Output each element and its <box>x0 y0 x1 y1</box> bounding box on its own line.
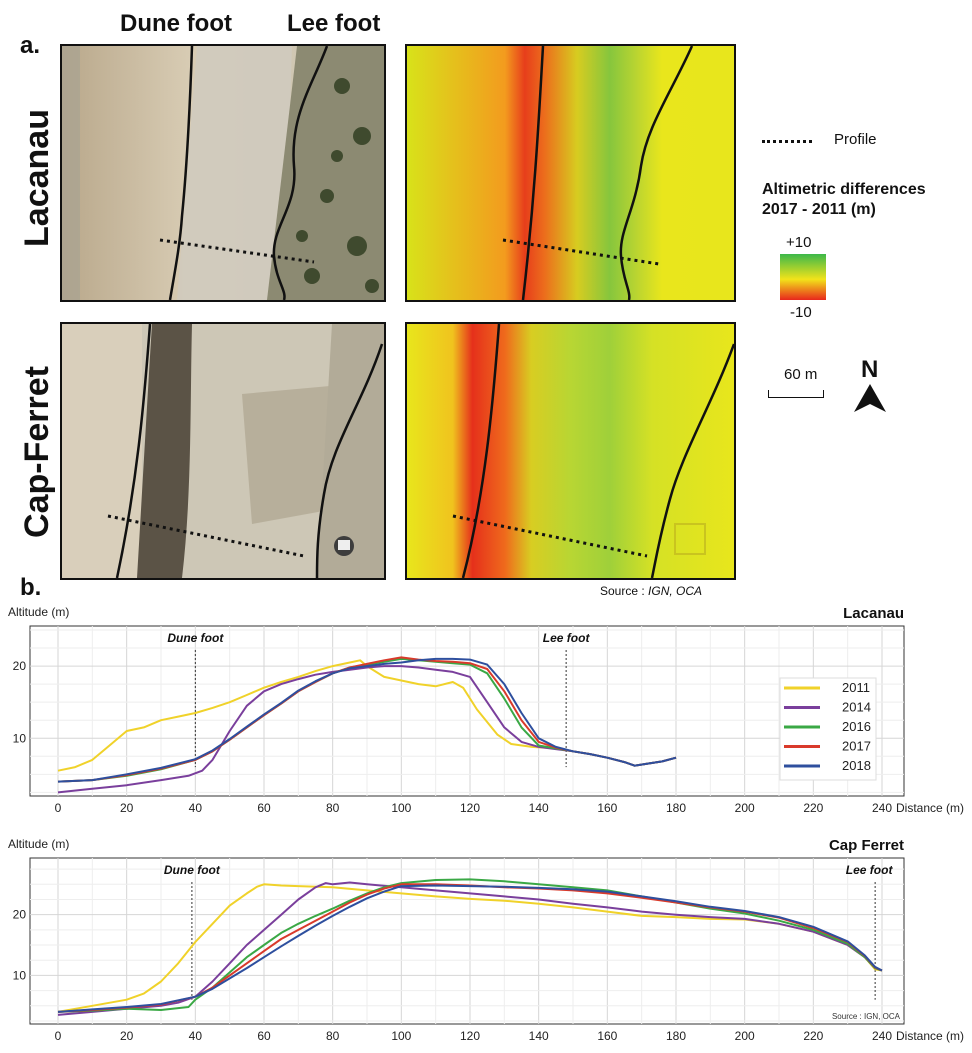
profile-legend-line <box>762 140 812 143</box>
lacanau-x-tick-label: 240 <box>872 801 892 815</box>
cap-ferret-x-tick-label: 100 <box>391 1029 411 1043</box>
cap-ferret-x-tick-label: 20 <box>120 1029 134 1043</box>
lacanau-x-tick-label: 140 <box>529 801 549 815</box>
cap-ferret-y-tick-label: 10 <box>13 968 27 982</box>
column-header-lee-foot: Lee foot <box>287 10 381 37</box>
cap-ferret-y-axis-label: Altitude (m) <box>8 837 69 851</box>
colorbar-title-line2: 2017 - 2011 (m) <box>762 201 876 218</box>
cap-ferret-x-tick-label: 160 <box>597 1029 617 1043</box>
lacanau-legend-label-2014: 2014 <box>842 700 871 715</box>
cap-ferret-annotation-label: Dune foot <box>164 863 221 877</box>
cap-ferret-x-axis-label: Distance (m) <box>896 1029 964 1043</box>
cap-ferret-x-tick-label: 240 <box>872 1029 892 1043</box>
cap-ferret-x-tick-label: 140 <box>529 1029 549 1043</box>
chart-lacanau-svg: 0 20 40 60 80 100 120 140 160 180 200 220 240 10 20 Alt… <box>8 605 964 815</box>
colorbar-title-line1: Altimetric differences <box>762 181 926 198</box>
chart-lacanau: 0 20 40 60 80 100 120 140 160 180 200 220 240 10 20 Alt… <box>0 600 972 822</box>
lacanau-x-tick-label: 180 <box>666 801 686 815</box>
cap-ferret-x-tick-label: 60 <box>257 1029 271 1043</box>
lacanau-x-tick-label: 200 <box>735 801 755 815</box>
scale-bar-label: 60 m <box>784 366 818 383</box>
cap-ferret-x-tick-label: 180 <box>666 1029 686 1043</box>
lacanau-x-tick-label: 80 <box>326 801 340 815</box>
map-source-note: Source : IGN, OCA <box>600 584 702 598</box>
lacanau-x-tick-label: 20 <box>120 801 134 815</box>
lacanau-annotation-label: Dune foot <box>167 631 224 645</box>
lacanau-legend-box <box>779 677 877 781</box>
map-lacanau-altimetric <box>405 44 736 302</box>
north-arrow-label: N <box>861 356 879 383</box>
lacanau-y-tick-label: 10 <box>13 731 27 745</box>
cap-ferret-x-tick-label: 200 <box>735 1029 755 1043</box>
lacanau-x-tick-label: 100 <box>391 801 411 815</box>
chart-cap-ferret-svg: 0 20 40 60 80 100 120 140 160 180 200 220 240 10 20 Alt… <box>8 837 964 1043</box>
cap-ferret-x-tick-label: 0 <box>55 1029 62 1043</box>
cap-ferret-series-2018 <box>57 884 883 1013</box>
map-source-prefix: Source : <box>600 584 645 598</box>
chart-cap-ferret: 0 20 40 60 80 100 120 140 160 180 200 220 240 10 20 Alt… <box>0 834 972 1048</box>
panel-a-label: a. <box>20 32 41 59</box>
map-lacanau-aerial <box>60 44 386 302</box>
lacanau-series-2018 <box>57 657 677 783</box>
cap-ferret-series-2014 <box>57 881 883 1016</box>
lacanau-x-tick-label: 120 <box>460 801 480 815</box>
lacanau-plot-frame <box>29 625 905 797</box>
cap-ferret-source-note: Source : IGN, OCA <box>832 1012 901 1021</box>
cap-ferret-x-tick-label: 40 <box>189 1029 203 1043</box>
colorbar-title: Altimetric differences 2017 - 2011 (m) <box>762 180 926 220</box>
row-label-cap-ferret: Cap-Ferret <box>18 366 56 538</box>
profile-legend-label: Profile <box>834 131 877 148</box>
lacanau-x-axis-label: Distance (m) <box>896 801 964 815</box>
map-source-names: IGN, OCA <box>648 584 703 598</box>
lacanau-x-tick-label: 220 <box>803 801 823 815</box>
lacanau-legend-label-2016: 2016 <box>842 719 871 734</box>
lacanau-x-tick-label: 160 <box>597 801 617 815</box>
colorbar-min-label: -10 <box>790 304 812 321</box>
lacanau-chart-title: Lacanau <box>843 605 904 622</box>
row-label-lacanau: Lacanau <box>18 109 56 247</box>
lacanau-x-tick-label: 60 <box>257 801 271 815</box>
map-cap-ferret-altimetric <box>405 322 736 580</box>
lacanau-legend-label-2011: 2011 <box>842 680 870 695</box>
scale-bar <box>768 390 824 398</box>
cap-ferret-y-tick-label: 20 <box>13 908 27 922</box>
column-header-dune-foot: Dune foot <box>120 10 232 37</box>
lacanau-legend-label-2017: 2017 <box>842 739 871 754</box>
lacanau-legend-label-2018: 2018 <box>842 758 871 773</box>
cap-ferret-chart-title: Cap Ferret <box>829 837 904 854</box>
lacanau-x-tick-label: 40 <box>189 801 203 815</box>
panel-b-label: b. <box>20 574 42 601</box>
lacanau-y-tick-label: 20 <box>13 659 27 673</box>
colorbar-max-label: +10 <box>786 234 812 251</box>
cap-ferret-annotation-label: Lee foot <box>846 863 894 877</box>
cap-ferret-x-tick-label: 80 <box>326 1029 340 1043</box>
cap-ferret-x-tick-label: 120 <box>460 1029 480 1043</box>
lacanau-y-axis-label: Altitude (m) <box>8 605 69 619</box>
map-cap-ferret-aerial <box>60 322 386 580</box>
north-arrow-icon <box>854 384 886 412</box>
colorbar <box>780 254 826 300</box>
lacanau-annotation-label: Lee foot <box>543 631 591 645</box>
lacanau-x-tick-label: 0 <box>55 801 62 815</box>
cap-ferret-x-tick-label: 220 <box>803 1029 823 1043</box>
